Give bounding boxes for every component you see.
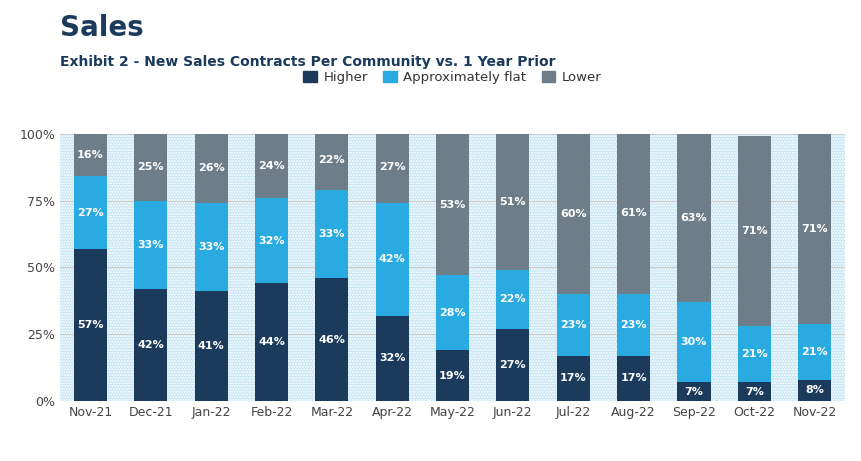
Bar bbox=[60, 134, 121, 401]
Text: 42%: 42% bbox=[378, 254, 406, 264]
Bar bbox=[737, 382, 770, 401]
Bar bbox=[496, 270, 529, 329]
Bar bbox=[255, 198, 288, 284]
Bar bbox=[436, 134, 468, 275]
Text: 53%: 53% bbox=[439, 200, 465, 210]
Text: 22%: 22% bbox=[319, 155, 344, 165]
Bar bbox=[134, 289, 167, 401]
Text: 30%: 30% bbox=[680, 337, 706, 347]
Bar bbox=[375, 203, 408, 315]
Bar bbox=[482, 134, 542, 401]
Bar bbox=[677, 134, 709, 302]
Text: 22%: 22% bbox=[499, 295, 525, 304]
Bar bbox=[241, 134, 301, 401]
Bar bbox=[663, 134, 723, 401]
Bar bbox=[375, 131, 408, 203]
Bar bbox=[797, 324, 830, 380]
Bar bbox=[301, 134, 362, 401]
Bar bbox=[496, 134, 529, 270]
Text: 71%: 71% bbox=[740, 226, 766, 236]
Bar bbox=[603, 134, 663, 401]
Text: 24%: 24% bbox=[257, 161, 285, 171]
Bar bbox=[74, 248, 107, 401]
Bar bbox=[255, 134, 288, 198]
Bar bbox=[436, 350, 468, 401]
Text: 21%: 21% bbox=[740, 349, 766, 359]
Bar bbox=[375, 315, 408, 401]
Bar bbox=[74, 134, 107, 177]
Bar bbox=[616, 355, 649, 401]
Bar bbox=[315, 131, 348, 190]
Bar bbox=[436, 275, 468, 350]
Text: 33%: 33% bbox=[138, 240, 164, 250]
Text: 63%: 63% bbox=[680, 213, 706, 223]
Text: 28%: 28% bbox=[439, 308, 465, 318]
Text: 16%: 16% bbox=[77, 150, 104, 160]
Text: 25%: 25% bbox=[138, 162, 164, 172]
Text: 60%: 60% bbox=[560, 209, 585, 219]
Bar bbox=[74, 177, 107, 248]
Bar bbox=[677, 382, 709, 401]
Text: 23%: 23% bbox=[620, 320, 646, 330]
Text: 26%: 26% bbox=[197, 164, 225, 173]
Bar bbox=[134, 201, 167, 289]
Text: 32%: 32% bbox=[379, 353, 405, 363]
Bar bbox=[195, 291, 227, 401]
Bar bbox=[422, 134, 482, 401]
Text: 71%: 71% bbox=[801, 224, 827, 234]
Text: 27%: 27% bbox=[499, 360, 525, 370]
Text: 27%: 27% bbox=[379, 162, 405, 172]
Text: 44%: 44% bbox=[257, 337, 285, 347]
Text: 27%: 27% bbox=[77, 207, 103, 218]
Bar bbox=[737, 326, 770, 382]
Bar bbox=[315, 278, 348, 401]
Text: 57%: 57% bbox=[77, 320, 103, 330]
Bar bbox=[556, 355, 589, 401]
Bar bbox=[797, 134, 830, 324]
Bar bbox=[616, 294, 649, 355]
Text: 23%: 23% bbox=[560, 320, 585, 330]
Text: 32%: 32% bbox=[258, 236, 284, 246]
Bar bbox=[134, 134, 167, 201]
Bar bbox=[616, 131, 649, 294]
Text: Sales: Sales bbox=[60, 14, 144, 42]
Text: 33%: 33% bbox=[319, 229, 344, 239]
Bar bbox=[784, 134, 844, 401]
Text: 42%: 42% bbox=[137, 340, 164, 350]
Bar bbox=[496, 329, 529, 401]
Bar bbox=[723, 134, 784, 401]
Bar bbox=[315, 190, 348, 278]
Bar bbox=[362, 134, 422, 401]
Bar bbox=[556, 294, 589, 355]
Text: 33%: 33% bbox=[198, 242, 224, 252]
Text: 21%: 21% bbox=[801, 347, 827, 357]
Text: Exhibit 2 - New Sales Contracts Per Community vs. 1 Year Prior: Exhibit 2 - New Sales Contracts Per Comm… bbox=[60, 55, 555, 69]
Bar bbox=[556, 134, 589, 294]
Bar bbox=[195, 203, 227, 291]
Bar bbox=[181, 134, 241, 401]
Text: 17%: 17% bbox=[560, 373, 585, 384]
Text: 19%: 19% bbox=[438, 371, 466, 381]
Bar bbox=[797, 380, 830, 401]
Bar bbox=[677, 302, 709, 382]
Bar bbox=[737, 136, 770, 326]
Bar bbox=[121, 134, 181, 401]
Text: 8%: 8% bbox=[804, 385, 823, 396]
Text: 61%: 61% bbox=[619, 207, 647, 218]
Bar bbox=[255, 284, 288, 401]
Text: 46%: 46% bbox=[318, 335, 345, 344]
Text: 7%: 7% bbox=[744, 387, 763, 397]
Bar bbox=[195, 134, 227, 203]
Text: 7%: 7% bbox=[684, 387, 703, 397]
Text: 17%: 17% bbox=[620, 373, 646, 384]
Bar bbox=[542, 134, 603, 401]
Legend: Higher, Approximately flat, Lower: Higher, Approximately flat, Lower bbox=[298, 65, 606, 89]
Text: 51%: 51% bbox=[499, 197, 525, 207]
Text: 41%: 41% bbox=[197, 341, 225, 351]
